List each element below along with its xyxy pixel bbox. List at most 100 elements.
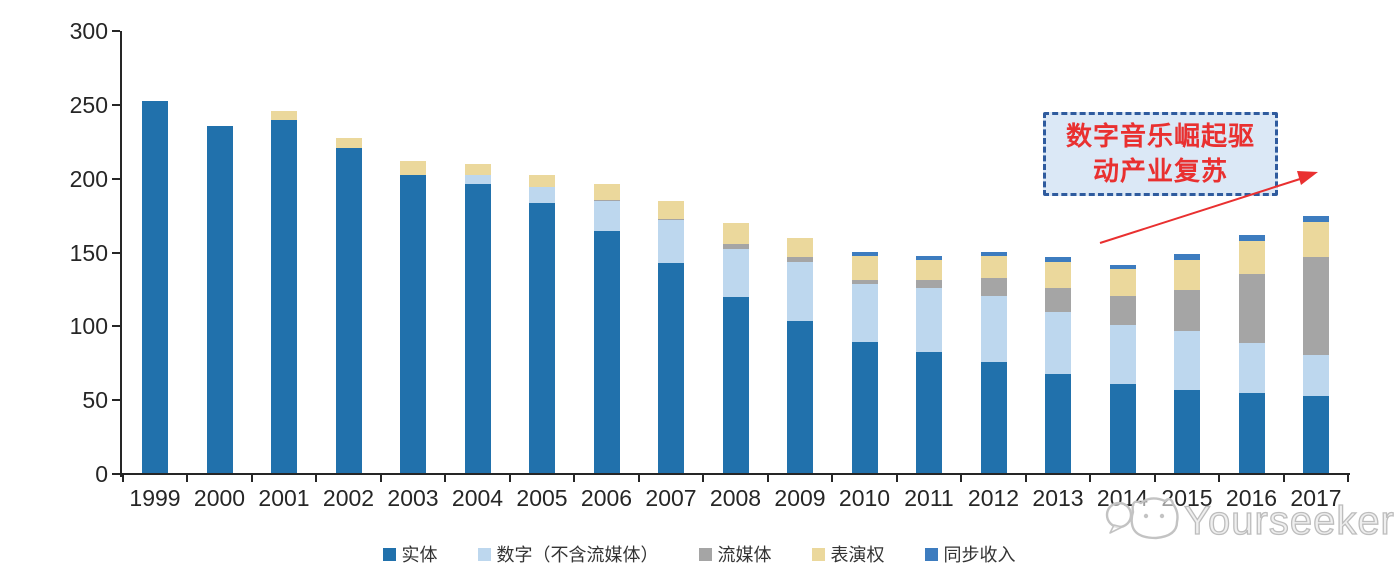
y-tick-mark xyxy=(112,399,120,402)
legend-item: 数字（不含流媒体） xyxy=(477,541,659,567)
chart-legend: 实体 数字（不含流媒体） 流媒体 表演权 同步收入 xyxy=(0,541,1398,567)
bar-segment-2006 xyxy=(593,230,620,473)
bar-segment-2007 xyxy=(658,219,684,221)
bar-segment-2016 xyxy=(1238,343,1265,394)
bar-segment-2017 xyxy=(1303,257,1329,355)
bar-segment-2009 xyxy=(787,320,813,473)
x-tick-mark xyxy=(831,474,834,482)
y-axis-line xyxy=(120,31,122,477)
y-tick-label: 0 xyxy=(95,461,108,487)
x-category-label: 2005 xyxy=(516,485,568,511)
x-tick-mark xyxy=(250,474,253,482)
bar-segment-2006 xyxy=(593,201,620,231)
y-tick-mark xyxy=(112,177,120,180)
legend-label: 流媒体 xyxy=(717,545,772,565)
bar-segment-2002 xyxy=(335,137,362,149)
bar-segment-2015 xyxy=(1174,254,1200,261)
x-category-label: 2008 xyxy=(709,485,762,511)
y-tick-mark xyxy=(112,251,120,254)
x-category-label: 2010 xyxy=(838,485,891,511)
x-tick-mark xyxy=(1089,474,1092,482)
y-tick-mark xyxy=(112,473,120,475)
bar-segment-2005 xyxy=(529,186,555,203)
bar-segment-2012 xyxy=(980,255,1007,279)
bar-segment-2002 xyxy=(335,148,362,473)
bar-segment-2007 xyxy=(658,263,684,473)
legend-swatch-icon xyxy=(698,547,712,561)
legend-item: 实体 xyxy=(382,541,438,567)
legend-label: 同步收入 xyxy=(943,545,1016,565)
bar-segment-2012 xyxy=(980,362,1007,473)
bar-segment-2008 xyxy=(722,297,749,473)
bar-segment-2006 xyxy=(593,183,620,200)
bar-segment-2013 xyxy=(1045,257,1071,262)
bar-segment-2001 xyxy=(271,120,297,473)
x-category-label: 1999 xyxy=(129,485,181,511)
legend-swatch-icon xyxy=(477,547,491,561)
bar-segment-2010 xyxy=(851,255,878,280)
bar-segment-2011 xyxy=(916,279,942,289)
x-category-label: 2003 xyxy=(387,485,439,511)
bar-segment-2012 xyxy=(980,295,1007,363)
bar-segment-2007 xyxy=(658,201,684,219)
bar-segment-2004 xyxy=(464,183,491,473)
bar-segment-2011 xyxy=(916,351,942,473)
bar-segment-2016 xyxy=(1238,241,1265,274)
bar-segment-2000 xyxy=(206,125,233,473)
legend-swatch-icon xyxy=(924,547,938,561)
bar-segment-2004 xyxy=(464,164,491,175)
bar-segment-2013 xyxy=(1045,374,1071,473)
y-tick-label: 250 xyxy=(69,91,108,118)
bar-segment-2016 xyxy=(1238,273,1265,344)
bar-segment-2011 xyxy=(916,255,942,261)
legend-swatch-icon xyxy=(382,547,396,561)
bar-segment-2017 xyxy=(1303,354,1329,397)
annotation-callout: 数字音乐崛起驱 动产业复苏 xyxy=(1043,112,1278,196)
bar-segment-2016 xyxy=(1238,393,1265,473)
bar-segment-2015 xyxy=(1174,331,1200,391)
x-tick-mark xyxy=(1218,474,1221,482)
bar-segment-2011 xyxy=(916,288,942,352)
bar-segment-2003 xyxy=(400,161,426,175)
bar-segment-2005 xyxy=(529,174,555,187)
bar-segment-2013 xyxy=(1045,312,1071,375)
bar-segment-2014 xyxy=(1109,264,1136,270)
bar-segment-2008 xyxy=(722,244,749,249)
bar-segment-2012 xyxy=(980,278,1007,296)
watermark-text: Yourseeker xyxy=(1183,498,1395,543)
y-tick-label: 300 xyxy=(69,18,108,44)
x-tick-mark xyxy=(444,474,447,482)
bar-segment-2010 xyxy=(851,283,878,342)
bar-segment-2001 xyxy=(271,111,297,121)
x-category-label: 2002 xyxy=(322,485,375,511)
y-tick-label: 150 xyxy=(69,239,108,266)
x-tick-mark xyxy=(1282,474,1285,482)
bar-segment-2014 xyxy=(1109,384,1136,473)
bar-segment-2014 xyxy=(1109,295,1136,326)
x-tick-mark xyxy=(121,474,124,482)
bar-segment-2010 xyxy=(851,341,878,473)
legend-item: 同步收入 xyxy=(924,541,1016,567)
bar-segment-2010 xyxy=(851,279,878,284)
y-tick-label: 100 xyxy=(69,313,108,340)
annotation-text-line2: 动产业复苏 xyxy=(1092,156,1228,186)
x-tick-mark xyxy=(960,474,963,482)
bar-segment-2009 xyxy=(787,257,813,262)
x-category-label: 2011 xyxy=(904,485,954,511)
x-tick-mark xyxy=(573,474,576,482)
legend-label: 数字（不含流媒体） xyxy=(496,545,659,565)
bar-segment-2013 xyxy=(1045,261,1071,289)
x-tick-mark xyxy=(186,474,189,482)
bar-segment-2009 xyxy=(787,238,813,258)
legend-swatch-icon xyxy=(811,547,825,561)
x-tick-mark xyxy=(637,474,640,482)
bar-segment-2017 xyxy=(1303,216,1329,222)
legend-label: 实体 xyxy=(401,545,438,565)
x-category-label: 2017 xyxy=(1290,485,1342,511)
bar-segment-2008 xyxy=(722,248,749,298)
bar-segment-2003 xyxy=(400,174,426,473)
bar-segment-2004 xyxy=(464,174,491,184)
x-category-label: 2016 xyxy=(1225,485,1278,511)
